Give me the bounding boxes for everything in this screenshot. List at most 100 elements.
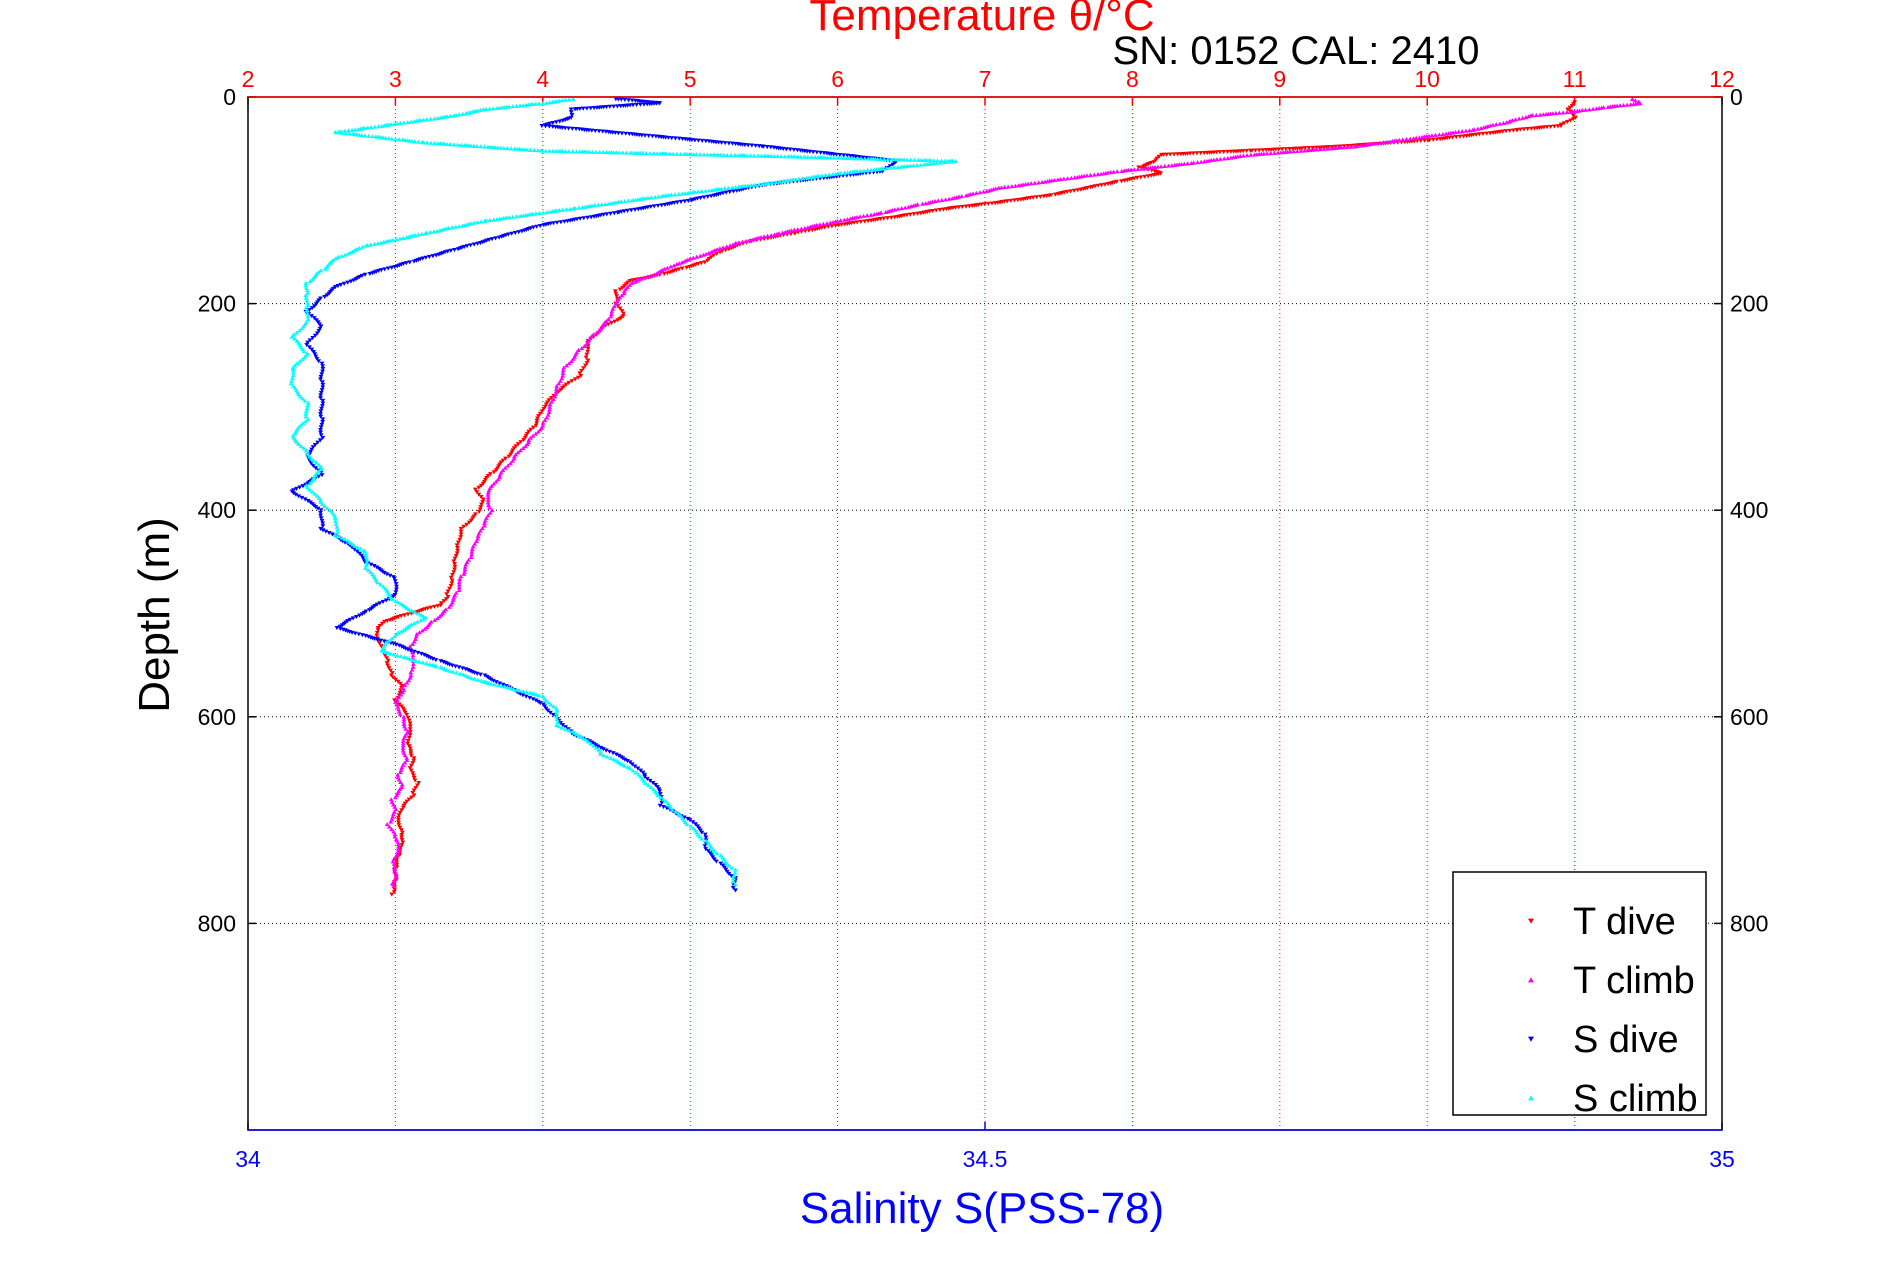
data-point [1565, 107, 1571, 112]
data-point [906, 204, 911, 209]
data-point [298, 423, 303, 428]
data-point [1525, 127, 1531, 132]
data-point [309, 306, 315, 311]
data-point [648, 784, 654, 789]
data-point [505, 463, 511, 468]
data-point [482, 518, 488, 523]
data-point [746, 238, 752, 243]
data-point [500, 468, 506, 473]
x-axis-label: Salinity S(PSS-78) [800, 1184, 1164, 1233]
data-point [396, 813, 402, 818]
data-point [342, 536, 348, 542]
data-point [647, 778, 653, 784]
data-point [479, 526, 485, 531]
data-point [1513, 117, 1519, 122]
data-point [418, 618, 424, 623]
data-point [603, 748, 609, 753]
data-point [617, 316, 623, 321]
data-point [517, 688, 523, 693]
data-point [462, 569, 468, 574]
data-point [461, 524, 467, 529]
data-point [311, 349, 316, 355]
data-point [320, 401, 326, 406]
data-point [305, 340, 311, 345]
data-point [605, 322, 611, 327]
data-point [1244, 153, 1250, 158]
data-point [834, 152, 839, 157]
data-point [398, 767, 404, 772]
data-point [395, 841, 401, 846]
data-point [475, 677, 481, 682]
data-point [607, 104, 613, 109]
data-point [688, 824, 694, 829]
data-point [319, 388, 325, 393]
data-point [391, 890, 397, 895]
data-point [1068, 189, 1073, 194]
data-point [736, 240, 742, 245]
data-point [485, 497, 491, 502]
data-point [1552, 124, 1557, 129]
data-point [620, 150, 626, 155]
data-point [392, 869, 397, 874]
data-point [895, 165, 901, 170]
data-point [488, 681, 494, 686]
data-point [508, 452, 514, 457]
data-point [305, 314, 311, 319]
data-point [672, 192, 678, 197]
data-point [430, 657, 436, 662]
data-point [898, 164, 903, 169]
data-point [504, 684, 509, 689]
data-point [526, 429, 532, 434]
data-point [384, 640, 390, 645]
data-point [432, 604, 437, 609]
data-point [535, 416, 540, 421]
data-point [714, 850, 720, 856]
data-point [397, 120, 403, 125]
data-point [378, 582, 384, 587]
data-point [310, 445, 316, 450]
data-point [632, 764, 638, 769]
data-point [380, 584, 386, 589]
data-point [889, 157, 894, 162]
data-point [604, 754, 610, 759]
data-point [523, 433, 529, 438]
data-point [424, 653, 429, 659]
data-point [513, 444, 519, 449]
data-point [727, 243, 733, 248]
data-point [1564, 110, 1570, 115]
data-point [318, 374, 324, 379]
data-point [520, 213, 526, 218]
data-point [423, 615, 429, 620]
data-point [474, 539, 479, 544]
data-point [320, 435, 326, 441]
data-point [1313, 145, 1319, 150]
data-point [1487, 131, 1493, 136]
data-point [402, 801, 408, 806]
data-point [441, 599, 447, 604]
data-point [308, 449, 314, 454]
data-point [819, 173, 825, 178]
data-point [309, 277, 315, 282]
data-point [588, 741, 594, 746]
data-point [424, 117, 430, 122]
data-point [583, 363, 588, 368]
data-point [833, 171, 839, 176]
data-point [371, 564, 377, 569]
data-point [455, 546, 460, 551]
data-point [391, 652, 397, 657]
data-point [644, 102, 650, 107]
data-point [303, 411, 309, 416]
legend-label: S dive [1573, 1019, 1679, 1061]
data-point [726, 141, 732, 146]
data-point [1583, 107, 1588, 112]
data-point [768, 233, 774, 238]
data-point [769, 180, 775, 185]
data-point [512, 230, 518, 235]
data-point [710, 855, 716, 860]
data-point [862, 219, 868, 224]
data-point [305, 417, 311, 422]
data-point [392, 576, 397, 581]
data-point [318, 412, 323, 417]
data-point [320, 380, 325, 385]
data-point [1523, 114, 1529, 120]
